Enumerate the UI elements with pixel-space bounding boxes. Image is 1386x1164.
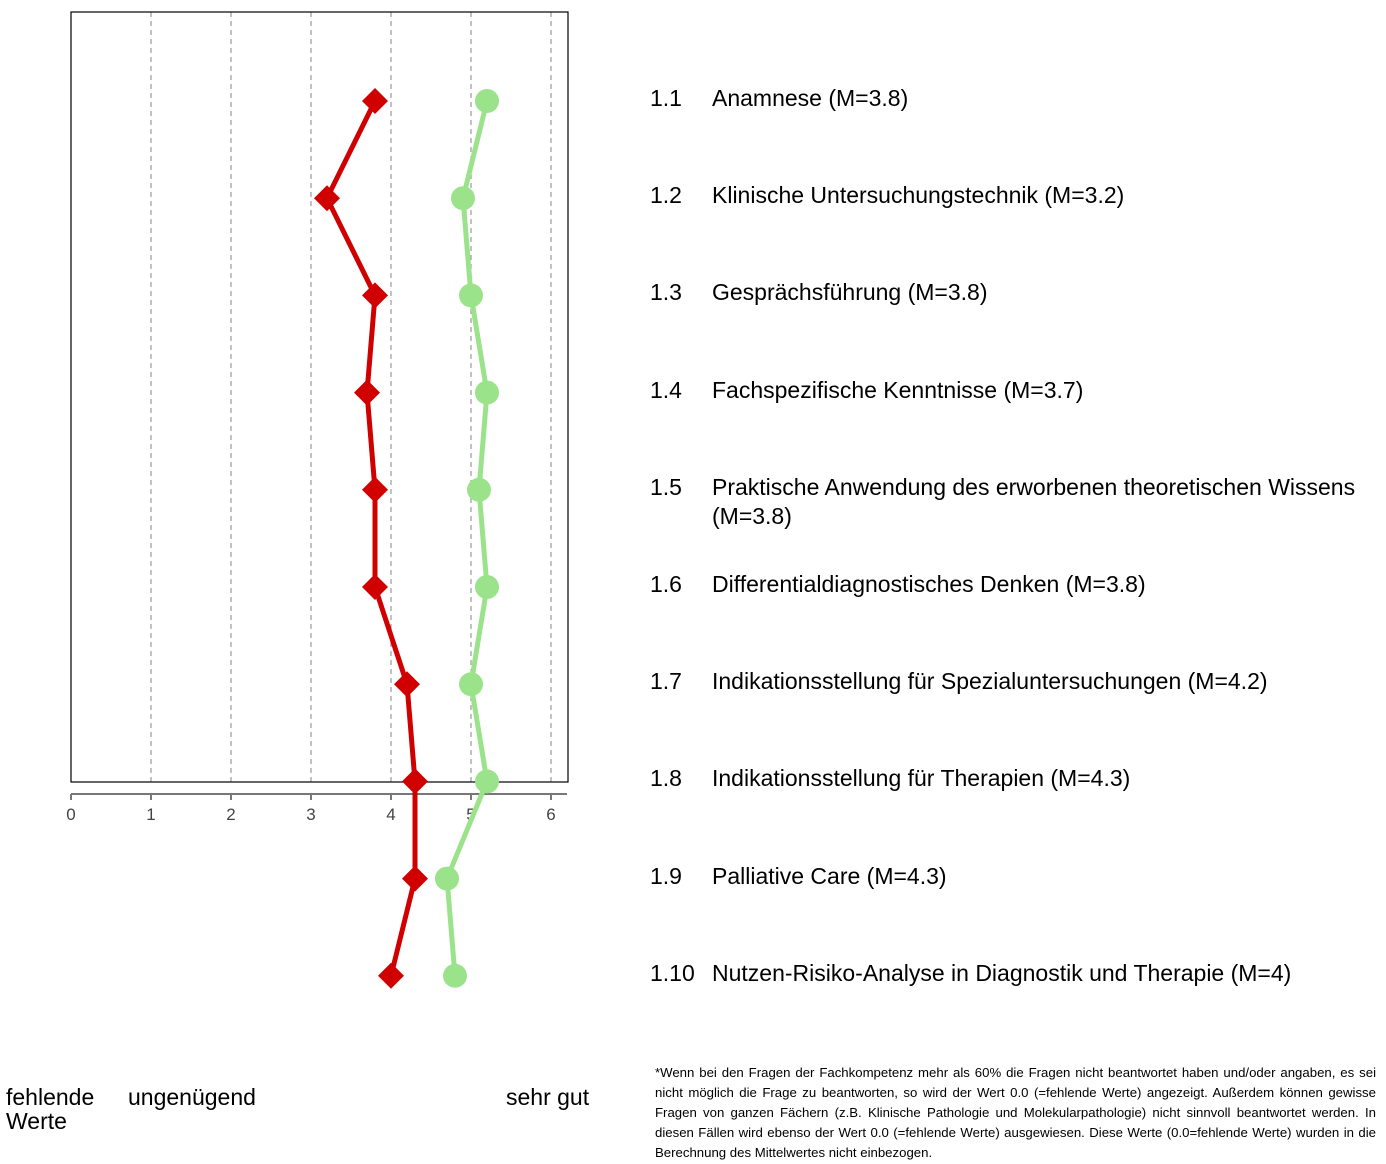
- footnote: *Wenn bei den Fragen der Fachkompetenz m…: [655, 1065, 1376, 1160]
- series-layer: [314, 88, 499, 989]
- item-number: 1.9: [650, 862, 682, 889]
- item-text: Fachspezifische Kenntnisse (M=3.7): [712, 376, 1084, 403]
- series-2-point: [475, 89, 499, 113]
- series-line-1: [324, 99, 418, 977]
- item-text: Differentialdiagnostisches Denken (M=3.8…: [712, 571, 1146, 597]
- series-1-point: [402, 865, 428, 892]
- series-2-point: [443, 963, 467, 988]
- series-1-point: [314, 185, 340, 212]
- series-2-point: [435, 866, 459, 891]
- item-text: Palliative Care (M=4.3): [712, 862, 947, 889]
- item-text: Nutzen-Risiko-Analyse in Diagnostik und …: [712, 959, 1292, 986]
- item-text: Anamnese (M=3.8): [712, 85, 909, 111]
- series-line-2: [444, 100, 490, 977]
- item-number: 1.4: [650, 376, 682, 403]
- series-1-point: [354, 379, 380, 406]
- series-1-point: [362, 476, 388, 503]
- item-number: 1.7: [650, 668, 682, 695]
- x-tick-label: 1: [146, 805, 155, 824]
- series-1-point: [378, 962, 404, 989]
- series-1-point: [402, 768, 428, 795]
- plot-frame: [70, 11, 569, 783]
- item-text: Gesprächsführung (M=3.8): [712, 279, 988, 306]
- series-2-point: [475, 380, 499, 405]
- item-number: 1.10: [650, 959, 695, 986]
- series-2-point: [475, 575, 499, 599]
- item-text: Indikationsstellung für Spezialuntersuch…: [712, 668, 1268, 695]
- axis-word-missing: fehlende Werte: [6, 1084, 95, 1134]
- series-2-point: [467, 477, 491, 502]
- x-tick-label: 2: [226, 805, 235, 824]
- series-2-point: [475, 769, 499, 794]
- x-tick-label: 6: [546, 805, 555, 824]
- item-number: 1.5: [650, 473, 682, 500]
- grid-lines: [150, 12, 552, 782]
- item-text: Klinische Untersuchungstechnik (M=3.2): [712, 182, 1125, 209]
- series-2-point: [459, 672, 483, 697]
- series-1-point: [394, 671, 420, 698]
- item-number: 1.2: [650, 182, 682, 209]
- series-2-point: [459, 283, 483, 308]
- item-number: 1.8: [650, 765, 682, 792]
- axis-word-insufficient: ungenügend: [128, 1084, 256, 1110]
- series-1-point: [362, 88, 388, 114]
- item-number: 1.6: [650, 571, 682, 597]
- item-number: 1.1: [650, 85, 682, 111]
- axis-word-very-good: sehr gut: [506, 1084, 590, 1110]
- item-text: Indikationsstellung für Therapien (M=4.3…: [712, 765, 1131, 792]
- series-1-point: [362, 282, 388, 309]
- x-tick-label: 3: [306, 805, 315, 824]
- x-tick-label: 4: [386, 805, 395, 824]
- item-number: 1.3: [650, 279, 682, 306]
- x-tick-label: 0: [66, 805, 75, 824]
- series-2-point: [451, 186, 475, 211]
- item-text: Praktische Anwendung des erworbenen theo…: [712, 473, 1356, 529]
- series-1-point: [362, 574, 388, 600]
